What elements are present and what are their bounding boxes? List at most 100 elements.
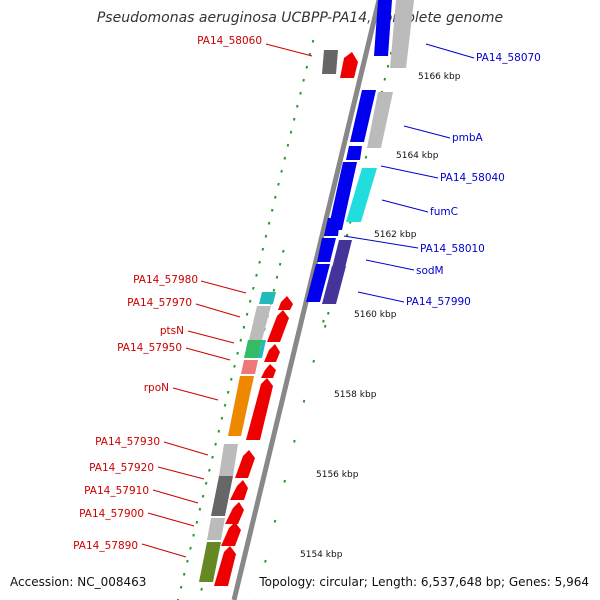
gene-bar[interactable] xyxy=(244,340,262,358)
gene-bar[interactable] xyxy=(207,518,225,540)
gene-label[interactable]: fumC xyxy=(430,206,458,218)
gene-bar[interactable] xyxy=(278,296,293,310)
gene-bar[interactable] xyxy=(259,292,276,304)
tick-dot xyxy=(198,507,202,511)
topology-text: Topology: circular; Length: 6,537,648 bp… xyxy=(258,575,589,589)
gene-bar[interactable] xyxy=(267,310,289,342)
tick-dot xyxy=(323,324,327,328)
kbp-label: 5160 kbp xyxy=(354,310,397,320)
tick-dot xyxy=(226,390,230,394)
gene-label[interactable]: PA14_57890 xyxy=(73,540,138,552)
gene-bar[interactable] xyxy=(221,522,241,546)
tick-dot xyxy=(179,585,183,589)
genes-left xyxy=(199,50,358,586)
gene-bar[interactable] xyxy=(258,340,266,358)
gene-bar[interactable] xyxy=(228,376,254,436)
gene-bar[interactable] xyxy=(199,542,221,582)
gene-label[interactable]: PA14_57990 xyxy=(406,296,471,308)
gene-label[interactable]: PA14_58040 xyxy=(440,172,505,184)
gene-label[interactable]: PA14_57930 xyxy=(95,436,160,448)
gene-bar[interactable] xyxy=(340,52,358,78)
gene-label[interactable]: PA14_58010 xyxy=(420,243,485,255)
gene-label[interactable]: sodM xyxy=(416,265,444,277)
genes-right xyxy=(306,0,414,304)
tick-dot xyxy=(239,338,243,342)
tick-dot xyxy=(264,559,267,563)
kbp-label: 5154 kbp xyxy=(300,550,343,560)
kbp-label: 5158 kbp xyxy=(334,390,377,400)
gene-bar[interactable] xyxy=(214,546,236,586)
gene-label[interactable]: PA14_57920 xyxy=(89,462,154,474)
gene-label[interactable]: PA14_58070 xyxy=(476,52,541,64)
tick-dot xyxy=(293,439,296,443)
gene-label[interactable]: PA14_57900 xyxy=(79,508,144,520)
gene-label[interactable]: ptsN xyxy=(160,325,184,337)
tick-dot xyxy=(283,479,286,483)
tick-dot xyxy=(267,221,271,225)
tick-dot xyxy=(186,559,189,563)
tick-dot xyxy=(261,247,265,251)
gene-bar[interactable] xyxy=(346,146,362,160)
gene-bar[interactable] xyxy=(249,306,271,340)
gene-label[interactable]: pmbA xyxy=(452,132,484,144)
tick-dot xyxy=(272,288,276,292)
gene-bar[interactable] xyxy=(322,50,338,74)
gene-bar[interactable] xyxy=(328,162,357,230)
tick-dot xyxy=(292,117,296,121)
tick-dot xyxy=(200,587,203,591)
tick-dot xyxy=(264,234,268,238)
tick-dot xyxy=(236,351,239,355)
gene-bar[interactable] xyxy=(235,450,255,478)
tick-dot xyxy=(296,104,299,108)
tick-dot xyxy=(223,403,227,407)
gene-bar[interactable] xyxy=(367,92,393,148)
tick-dot xyxy=(383,77,387,81)
gene-bar[interactable] xyxy=(306,264,330,302)
gene-bar[interactable] xyxy=(225,502,244,524)
tick-dot xyxy=(389,51,393,55)
tick-dot xyxy=(245,312,249,316)
right-labels: PA14_58070 pmbA PA14_58040 fumC PA14_580… xyxy=(343,43,541,308)
tick-dot xyxy=(182,572,186,576)
gene-bar[interactable] xyxy=(390,0,414,68)
tick-dot xyxy=(280,169,283,173)
kbp-label: 5156 kbp xyxy=(316,470,359,480)
gene-label[interactable]: PA14_57970 xyxy=(127,297,192,309)
tick-dot xyxy=(386,64,390,68)
kbp-label: 5166 kbp xyxy=(418,72,461,82)
gene-bar[interactable] xyxy=(219,444,238,476)
gene-label[interactable]: PA14_57910 xyxy=(84,485,149,497)
tick-dot xyxy=(282,249,285,253)
gene-label[interactable]: rpoN xyxy=(144,382,169,394)
gene-bar[interactable] xyxy=(261,364,276,378)
tick-dot xyxy=(277,182,280,186)
gene-bar[interactable] xyxy=(346,168,377,222)
tick-dot xyxy=(189,546,192,550)
gene-bar[interactable] xyxy=(350,90,376,142)
gene-bar[interactable] xyxy=(241,360,258,374)
gene-bar[interactable] xyxy=(211,476,233,516)
gene-bar[interactable] xyxy=(332,240,352,268)
tick-dot xyxy=(201,494,205,498)
gene-label[interactable]: PA14_58060 xyxy=(197,35,262,47)
gene-bar[interactable] xyxy=(317,238,336,262)
gene-label[interactable]: PA14_57980 xyxy=(133,274,198,286)
tick-dot xyxy=(242,325,246,329)
gene-bar[interactable] xyxy=(246,378,273,440)
gene-bar[interactable] xyxy=(230,480,248,500)
tick-dot xyxy=(302,399,306,403)
gene-bar[interactable] xyxy=(264,344,280,362)
tick-dot xyxy=(278,262,282,266)
tick-dot xyxy=(364,155,368,159)
tick-dot xyxy=(252,286,255,290)
gene-bar[interactable] xyxy=(324,218,340,236)
gene-bar[interactable] xyxy=(374,0,392,56)
tick-dot xyxy=(286,143,290,147)
gene-bar[interactable] xyxy=(322,266,346,304)
gene-label[interactable]: PA14_57950 xyxy=(117,342,182,354)
kbp-label: 5164 kbp xyxy=(396,151,439,161)
tick-dot xyxy=(255,273,258,277)
page-title: Pseudomonas aeruginosa UCBPP-PA14, compl… xyxy=(97,10,503,26)
tick-dot xyxy=(176,598,180,600)
tick-dot xyxy=(211,455,214,459)
